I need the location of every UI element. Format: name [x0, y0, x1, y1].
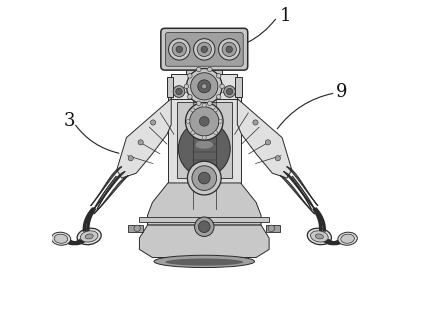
Circle shape	[214, 108, 218, 112]
Bar	[128, 225, 143, 232]
Circle shape	[198, 80, 211, 93]
Ellipse shape	[165, 259, 243, 266]
Circle shape	[169, 39, 190, 60]
Bar	[177, 102, 232, 178]
Bar	[266, 225, 280, 232]
Circle shape	[220, 84, 224, 89]
FancyBboxPatch shape	[165, 32, 243, 66]
Ellipse shape	[154, 255, 255, 267]
Circle shape	[193, 39, 215, 60]
Bar	[171, 74, 238, 99]
Circle shape	[208, 67, 212, 72]
Polygon shape	[238, 99, 292, 178]
Circle shape	[253, 120, 258, 125]
Ellipse shape	[178, 121, 230, 177]
Circle shape	[185, 103, 223, 140]
Ellipse shape	[307, 228, 331, 245]
Circle shape	[268, 225, 275, 232]
Polygon shape	[117, 99, 171, 178]
Circle shape	[219, 119, 223, 123]
Bar	[168, 97, 241, 183]
Circle shape	[187, 95, 192, 99]
Circle shape	[172, 42, 187, 57]
Circle shape	[219, 39, 240, 60]
Circle shape	[217, 74, 221, 78]
Circle shape	[202, 103, 206, 107]
Circle shape	[202, 136, 206, 140]
Polygon shape	[140, 225, 269, 258]
Ellipse shape	[77, 228, 101, 245]
Circle shape	[184, 84, 189, 89]
FancyBboxPatch shape	[161, 28, 248, 70]
Circle shape	[275, 156, 280, 161]
Circle shape	[199, 172, 210, 184]
Circle shape	[222, 42, 236, 57]
Circle shape	[134, 225, 140, 232]
Ellipse shape	[85, 234, 93, 239]
Circle shape	[138, 140, 143, 145]
Circle shape	[176, 46, 183, 53]
Ellipse shape	[315, 234, 324, 239]
Polygon shape	[148, 183, 261, 225]
Ellipse shape	[51, 232, 71, 245]
Circle shape	[173, 86, 185, 97]
Circle shape	[191, 131, 195, 135]
Circle shape	[187, 68, 222, 104]
Circle shape	[208, 101, 212, 106]
Circle shape	[151, 120, 156, 125]
Circle shape	[199, 221, 210, 232]
Circle shape	[196, 67, 201, 72]
Ellipse shape	[341, 234, 354, 243]
Ellipse shape	[80, 231, 98, 242]
Circle shape	[214, 131, 218, 135]
Circle shape	[187, 161, 221, 195]
Circle shape	[196, 101, 201, 106]
Circle shape	[187, 74, 192, 78]
Text: 3: 3	[64, 112, 75, 130]
Circle shape	[191, 108, 195, 112]
Circle shape	[199, 116, 209, 126]
Circle shape	[265, 140, 270, 145]
Ellipse shape	[338, 232, 357, 245]
Bar	[140, 217, 269, 222]
Circle shape	[195, 217, 214, 236]
Circle shape	[217, 95, 221, 99]
Bar	[167, 77, 173, 97]
Circle shape	[190, 107, 219, 136]
Text: 9: 9	[336, 83, 348, 101]
Bar	[235, 77, 241, 97]
Circle shape	[201, 46, 208, 53]
Circle shape	[224, 86, 235, 97]
Circle shape	[176, 88, 182, 95]
Circle shape	[128, 156, 134, 161]
Circle shape	[226, 46, 232, 53]
Circle shape	[192, 166, 217, 190]
Ellipse shape	[54, 234, 68, 243]
Ellipse shape	[195, 141, 213, 149]
Circle shape	[202, 84, 207, 89]
Circle shape	[226, 88, 233, 95]
Circle shape	[190, 73, 218, 100]
Polygon shape	[187, 66, 222, 74]
Text: 1: 1	[279, 7, 291, 25]
Ellipse shape	[311, 231, 328, 242]
Circle shape	[186, 119, 190, 123]
Circle shape	[197, 42, 211, 57]
